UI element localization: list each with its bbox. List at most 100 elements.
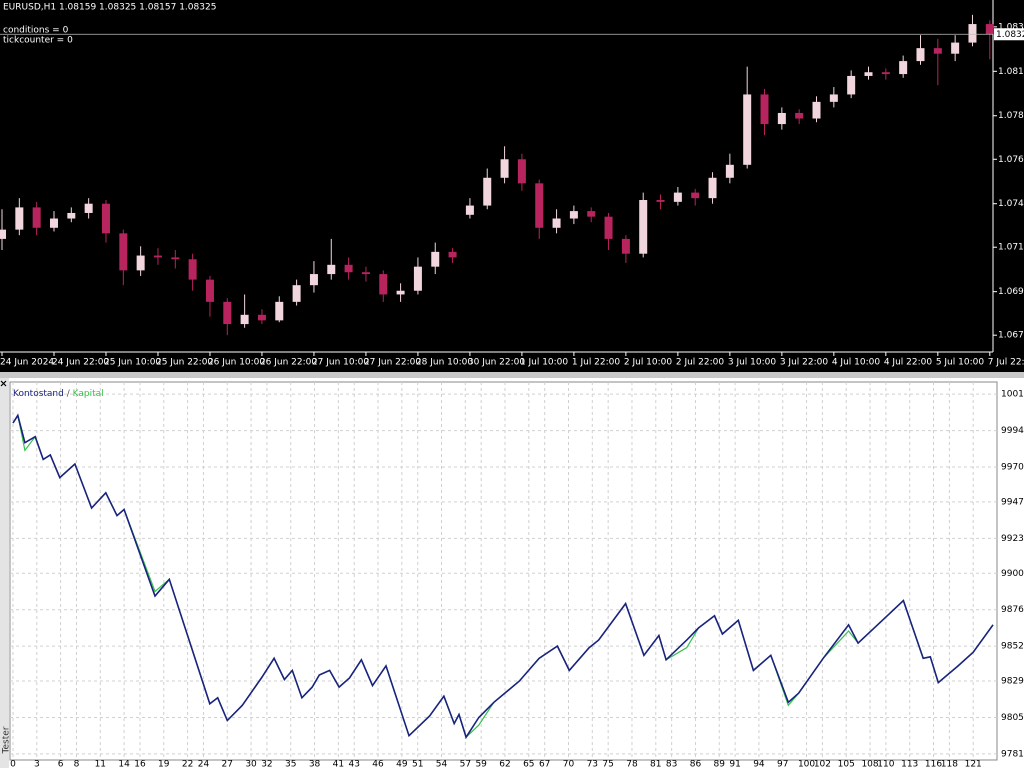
series-line xyxy=(12,413,994,740)
candle-body xyxy=(240,314,249,325)
candle-body xyxy=(587,211,596,217)
x-tick-label: 102 xyxy=(814,760,831,768)
candle-body xyxy=(223,301,232,325)
x-tick-label: 3 Jul 22:00 xyxy=(780,358,829,368)
y-tick-label: 9876 xyxy=(1001,605,1024,615)
y-tick-label: 1.08365 xyxy=(998,22,1024,32)
x-tick-label: 65 xyxy=(523,760,534,768)
x-tick-label: 91 xyxy=(729,760,740,768)
chart-title: EURUSD,H1 1.08159 1.08325 1.08157 1.0832… xyxy=(3,3,216,13)
candle-body xyxy=(743,94,752,165)
x-tick-label: 27 xyxy=(222,760,233,768)
y-tick-label: 9805 xyxy=(1001,713,1024,723)
x-tick-label: 108 xyxy=(861,760,878,768)
candle-body xyxy=(15,207,24,230)
x-tick-label: 2 Jul 10:00 xyxy=(624,358,673,368)
y-tick-label: 9852 xyxy=(1001,642,1024,652)
candle-body xyxy=(968,24,977,43)
y-tick-label: 9994 xyxy=(1001,426,1024,436)
x-tick-label: 113 xyxy=(901,760,918,768)
candle-body xyxy=(864,72,873,76)
price-label: 1.08325 xyxy=(996,30,1024,40)
x-tick-label: 8 xyxy=(74,760,80,768)
x-tick-label: 4 Jul 22:00 xyxy=(884,358,933,368)
candle-body xyxy=(0,229,6,239)
y-tick-label: 1.08125 xyxy=(998,67,1024,77)
tester-plot-frame xyxy=(9,381,998,761)
candle-body xyxy=(84,203,93,213)
candle-body xyxy=(413,266,422,291)
x-tick-label: 75 xyxy=(602,760,613,768)
x-tick-label: 121 xyxy=(965,760,982,768)
x-tick-label: 78 xyxy=(626,760,638,768)
close-icon[interactable] xyxy=(0,380,7,387)
candle-body xyxy=(101,203,110,234)
candle-body xyxy=(136,255,145,271)
side-label: Tester xyxy=(2,726,12,754)
candle-body xyxy=(916,48,925,62)
x-tick-label: 100 xyxy=(798,760,815,768)
x-tick-label: 118 xyxy=(941,760,958,768)
candle-body xyxy=(32,207,41,228)
x-tick-label: 5 Jul 10:00 xyxy=(936,358,985,368)
candle-body xyxy=(951,42,960,54)
candle-body xyxy=(760,94,769,125)
y-tick-label: 1.07175 xyxy=(998,243,1024,253)
price-panel xyxy=(0,0,1024,372)
candle-body xyxy=(795,112,804,119)
candle-body xyxy=(691,192,700,199)
y-tick-label: 1.07410 xyxy=(998,199,1024,209)
y-tick-label: 9781 xyxy=(1001,749,1024,759)
y-tick-label: 9923 xyxy=(1001,534,1024,544)
x-tick-label: 30 xyxy=(245,760,257,768)
candle-body xyxy=(257,314,266,321)
y-tick-label: 9947 xyxy=(1001,497,1024,507)
candle-body xyxy=(639,200,648,254)
annotation: tickcounter = 0 xyxy=(3,36,73,46)
candle-body xyxy=(708,177,717,199)
y-tick-label: 1.06935 xyxy=(998,287,1024,297)
x-tick-label: 83 xyxy=(666,760,677,768)
x-tick-label: 105 xyxy=(838,760,855,768)
x-tick-label: 4 Jul 10:00 xyxy=(832,358,881,368)
x-tick-label: 27 Jun 22:00 xyxy=(364,358,421,368)
tester-panel xyxy=(0,378,1024,768)
candle-body xyxy=(777,112,786,125)
candle-body xyxy=(517,159,526,184)
x-tick-label: 11 xyxy=(95,760,106,768)
candle-body xyxy=(379,274,388,295)
x-tick-label: 54 xyxy=(436,760,448,768)
candle-body xyxy=(171,257,180,260)
candle-body xyxy=(656,200,665,202)
x-tick-label: 30 Jun 22:00 xyxy=(468,358,525,368)
x-tick-label: 43 xyxy=(348,760,359,768)
y-tick-label: 1.07885 xyxy=(998,111,1024,121)
x-tick-label: 1 Jul 22:00 xyxy=(572,358,621,368)
candle-body xyxy=(153,255,162,258)
x-tick-label: 35 xyxy=(285,760,296,768)
candle-body xyxy=(275,301,284,321)
x-tick-label: 51 xyxy=(412,760,423,768)
candle-body xyxy=(448,251,457,258)
x-tick-label: 25 Jun 10:00 xyxy=(104,358,161,368)
candle-body xyxy=(673,192,682,202)
x-tick-label: 2 Jul 22:00 xyxy=(676,358,725,368)
legend-entry: Kapital xyxy=(73,389,104,399)
splitter[interactable] xyxy=(0,372,1024,378)
candle-body xyxy=(205,279,214,302)
candle-body xyxy=(344,264,353,273)
candle-body xyxy=(119,233,128,271)
candle-body xyxy=(569,211,578,219)
candle-body xyxy=(725,164,734,178)
legend-separator: / xyxy=(67,389,71,399)
candle-body xyxy=(49,218,58,228)
candle-body xyxy=(500,159,509,178)
x-tick-label: 24 xyxy=(198,760,210,768)
candle-body xyxy=(881,72,890,75)
x-tick-label: 32 xyxy=(261,760,272,768)
price-label-box xyxy=(994,28,1024,41)
x-tick-label: 26 Jun 22:00 xyxy=(260,358,317,368)
y-tick-label: 1.06700 xyxy=(998,331,1024,341)
x-tick-label: 27 Jun 10:00 xyxy=(312,358,369,368)
x-tick-label: 0 xyxy=(10,760,16,768)
